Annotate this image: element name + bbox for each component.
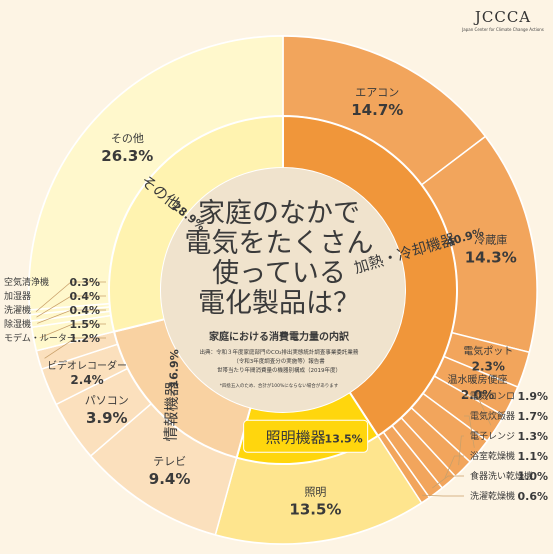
center-subtitle: 家庭における消費電力量の内訳	[209, 330, 350, 343]
item-label-0-3: 温水暖房便座	[447, 373, 507, 386]
item-value-0-0: 14.7%	[351, 101, 403, 119]
leader-line-0-4	[464, 395, 492, 426]
center-title-line-1: 電気をたくさん	[185, 228, 374, 259]
leader-line-0-6	[458, 435, 464, 466]
item-label-0-5: 電気炊飯器	[470, 410, 515, 422]
item-value-0-4: 1.9%	[517, 390, 548, 403]
item-value-0-8: 1.0%	[517, 470, 548, 483]
item-value-0-9: 0.6%	[517, 490, 548, 503]
item-value-3-0: 1.5%	[69, 318, 100, 331]
item-value-2-3: 1.2%	[69, 332, 100, 345]
item-label-3-4: その他	[111, 132, 144, 145]
logo-text: JCCCA	[474, 8, 532, 26]
lighting-category-pill	[243, 419, 369, 453]
item-label-0-2: 電気ポット	[463, 345, 513, 358]
leader-line-3-1	[37, 309, 106, 324]
category-slice-3	[108, 114, 284, 333]
item-label-2-2: ビデオレコーダー	[47, 359, 127, 372]
item-label-3-3: 空気清浄機	[4, 276, 49, 288]
item-value-2-0: 9.4%	[149, 470, 191, 488]
item-label-2-3: モデム・ルーター	[4, 332, 76, 344]
item-value-2-1: 3.9%	[86, 409, 128, 427]
item-value-0-6: 1.3%	[517, 430, 548, 443]
item-value-1-0: 13.5%	[289, 501, 341, 519]
item-label-3-2: 加湿器	[4, 291, 31, 302]
center-title-line-0: 家庭のなかで	[198, 198, 360, 229]
item-value-3-2: 0.4%	[69, 290, 100, 303]
item-label-0-1: 冷蔵庫	[474, 233, 507, 247]
item-label-0-8: 食器洗い乾燥機	[470, 470, 533, 482]
item-value-0-1: 14.3%	[465, 249, 517, 267]
item-value-3-4: 26.3%	[101, 147, 153, 165]
center-note: *四捨五入のため、合計が100%にならない場合があります	[220, 382, 339, 389]
leader-line-0-5	[464, 415, 475, 448]
item-label-0-4: 電気コンロ	[470, 390, 515, 402]
center-disc	[161, 168, 405, 412]
logo-subtitle: Japan Center for Climate Change Actions	[462, 27, 544, 32]
center-source-line-0: 出典：令和３年度家庭部門のCO₂排出実態統計調査事業委託業務	[200, 348, 359, 356]
item-label-0-7: 浴室乾燥機	[470, 450, 515, 462]
item-label-3-1: 洗濯機	[4, 304, 31, 316]
center-title-line-3: 電化製品は？	[198, 288, 360, 319]
item-value-0-5: 1.7%	[517, 410, 548, 423]
leader-line-0-8	[432, 475, 464, 489]
category-value-2: 16.9%	[167, 349, 181, 388]
item-label-0-9: 洗濯乾燥機	[470, 490, 515, 502]
item-value-0-3: 2.0%	[461, 388, 494, 402]
item-value-3-3: 0.3%	[69, 276, 100, 289]
jccca-logo: JCCCA Japan Center for Climate Change Ac…	[458, 8, 548, 32]
leader-line-3-2	[36, 295, 106, 318]
center-source-line-2: 世帯当たり年間消費量の機器別構成（2019年度）	[217, 366, 341, 374]
category-label-1: 照明機器	[266, 428, 326, 446]
item-label-2-0: テレビ	[153, 455, 186, 468]
category-value-1: 13.5%	[325, 432, 363, 445]
leader-line-3-0	[39, 323, 106, 339]
leader-line-3-3	[35, 281, 106, 313]
item-label-3-0: 除湿機	[4, 318, 31, 330]
leader-line-0-7	[444, 455, 464, 478]
leader-line-0-9	[422, 494, 464, 497]
item-value-3-1: 0.4%	[69, 304, 100, 317]
center-title-line-2: 使っている	[212, 258, 346, 289]
item-value-0-7: 1.1%	[517, 450, 548, 463]
center-source-line-1: （令和3年度調査分の実施等）報告書	[233, 357, 325, 365]
leader-line-2-3	[44, 337, 106, 359]
item-value-2-2: 2.4%	[70, 373, 103, 387]
item-label-2-1: パソコン	[85, 394, 129, 407]
item-label-0-0: エアコン	[355, 86, 399, 99]
item-value-0-2: 2.3%	[472, 360, 505, 374]
category-label-2: 情報機器	[162, 381, 182, 441]
item-label-1-0: 照明	[304, 486, 326, 499]
item-label-0-6: 電子レンジ	[470, 431, 515, 442]
